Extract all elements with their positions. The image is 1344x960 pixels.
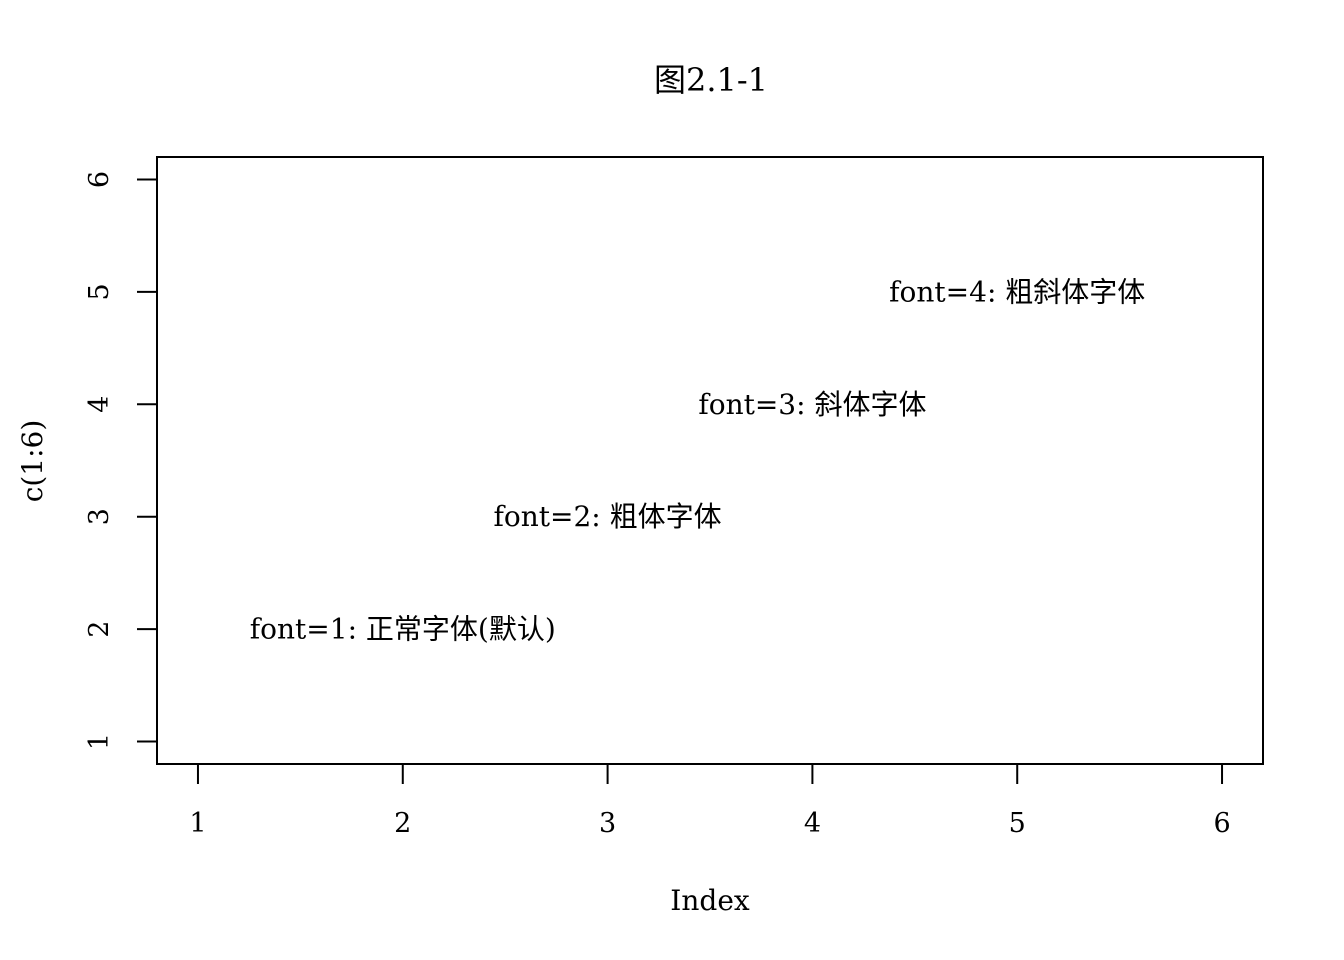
x-axis-label: Index xyxy=(670,884,750,917)
y-axis-label: c(1:6) xyxy=(16,420,49,503)
x-axis: 1 2 3 4 5 6 xyxy=(189,763,1231,839)
plot-frame xyxy=(156,156,1264,765)
x-tick-label: 3 xyxy=(599,808,616,839)
y-tick-label: 2 xyxy=(84,621,115,638)
x-tick-label: 2 xyxy=(394,808,411,839)
y-tick-label: 4 xyxy=(84,396,115,413)
y-tick-label: 6 xyxy=(84,171,115,188)
x-tick-label: 4 xyxy=(804,808,821,839)
annotation-font-2: font=2: 粗体字体 xyxy=(494,500,722,533)
annotation-font-3: font=3: 斜体字体 xyxy=(698,388,926,421)
y-tick-label: 5 xyxy=(84,283,115,300)
x-tick-label: 1 xyxy=(189,808,206,839)
annotation-font-4: font=4: 粗斜体字体 xyxy=(889,275,1145,308)
y-axis: 1 2 3 4 5 6 xyxy=(84,171,158,750)
x-tick-label: 6 xyxy=(1213,808,1230,839)
x-tick-label: 5 xyxy=(1009,808,1026,839)
annotation-font-1: font=1: 正常字体(默认) xyxy=(250,613,556,646)
y-tick-label: 1 xyxy=(84,733,115,750)
annotations: font=1: 正常字体(默认) font=2: 粗体字体 font=3: 斜体字体… xyxy=(250,275,1145,645)
y-tick-label: 3 xyxy=(84,508,115,525)
chart-title: 图2.1-1 xyxy=(654,61,768,99)
